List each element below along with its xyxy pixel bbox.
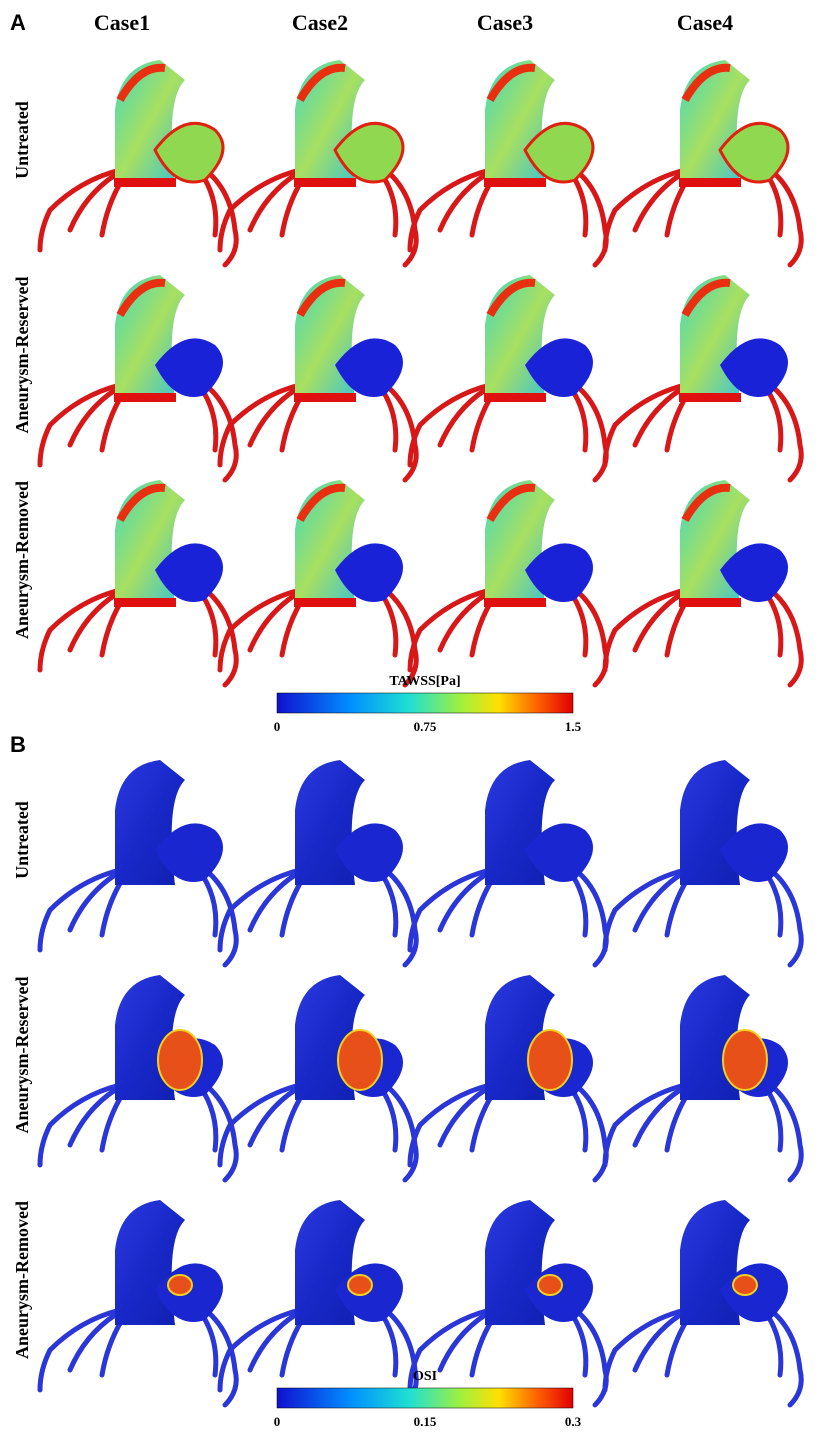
root-ring — [294, 178, 356, 187]
branch — [102, 1320, 122, 1375]
vessel-rendering — [220, 480, 416, 685]
osi-hotspot — [723, 1030, 767, 1090]
osi-hotspot — [158, 1030, 202, 1090]
root-ring — [114, 598, 176, 607]
vessel-rendering — [40, 760, 236, 965]
branch — [282, 1320, 302, 1375]
osi-hotspot — [348, 1275, 372, 1295]
osi-hotspot — [338, 1030, 382, 1090]
vessel-rendering — [220, 60, 416, 265]
vessel-rendering — [410, 60, 606, 265]
root-ring — [484, 393, 546, 402]
branch — [667, 1095, 687, 1150]
vessel-rendering — [605, 275, 801, 480]
vessel-rendering — [605, 480, 801, 685]
panel-label: B — [10, 732, 26, 757]
root-ring — [679, 178, 741, 187]
vessel-rendering — [40, 275, 236, 480]
branch — [472, 880, 492, 935]
root-ring — [294, 393, 356, 402]
colorbar — [277, 1388, 573, 1408]
vessel-rendering — [605, 60, 801, 265]
root-ring — [679, 393, 741, 402]
row-label: Aneurysm-Removed — [12, 481, 32, 639]
row-label: Aneurysm-Reserved — [12, 277, 32, 434]
branch — [102, 1095, 122, 1150]
vessel-rendering — [40, 975, 236, 1180]
branch — [102, 880, 122, 935]
branch — [667, 395, 687, 450]
colorbar-tick-label: 0.15 — [414, 1414, 437, 1429]
vessel-rendering — [605, 760, 801, 965]
vessel-rendering — [220, 760, 416, 965]
branch — [282, 600, 302, 655]
column-header: Case1 — [94, 10, 150, 35]
vessel-rendering — [605, 1200, 801, 1405]
vessel-rendering — [220, 275, 416, 480]
branch — [282, 395, 302, 450]
colorbar-tick-label: 0 — [274, 1414, 281, 1429]
branch — [667, 880, 687, 935]
branch — [472, 600, 492, 655]
colorbar — [277, 693, 573, 713]
root-ring — [679, 598, 741, 607]
row-label: Untreated — [12, 801, 32, 879]
branch — [667, 600, 687, 655]
panel-label: A — [10, 10, 26, 35]
column-header: Case4 — [677, 10, 733, 35]
branch — [102, 395, 122, 450]
figure: A B Case1 Case2 Case3 Case4 Untreated Ane… — [0, 0, 828, 1434]
colorbar-title: TAWSS[Pa] — [389, 674, 460, 689]
vessel-rendering — [605, 975, 801, 1180]
branch — [472, 1320, 492, 1375]
branch — [667, 1320, 687, 1375]
colorbar-tick-label: 0.3 — [565, 1414, 582, 1429]
colorbar-tick-label: 0.75 — [414, 719, 437, 734]
vessel-rendering — [410, 480, 606, 685]
colorbar-title: OSI — [413, 1369, 437, 1384]
vessel-rendering — [220, 975, 416, 1180]
vessel-rendering — [220, 1200, 416, 1405]
colorbar-tick-label: 0 — [274, 719, 281, 734]
osi-hotspot — [733, 1275, 757, 1295]
osi-hotspot — [528, 1030, 572, 1090]
root-ring — [294, 598, 356, 607]
colorbar-tick-label: 1.5 — [565, 719, 582, 734]
vessel-rendering — [40, 480, 236, 685]
root-ring — [484, 178, 546, 187]
vessel-rendering — [40, 1200, 236, 1405]
column-header: Case3 — [477, 10, 533, 35]
branch — [472, 395, 492, 450]
vessel-rendering — [410, 760, 606, 965]
root-ring — [484, 598, 546, 607]
branch — [282, 180, 302, 235]
branch — [102, 180, 122, 235]
branch — [667, 180, 687, 235]
branch — [102, 600, 122, 655]
row-label: Aneurysm-Reserved — [12, 977, 32, 1134]
root-ring — [114, 178, 176, 187]
vessel-rendering — [40, 60, 236, 265]
vessel-rendering — [410, 275, 606, 480]
branch — [472, 180, 492, 235]
row-label: Aneurysm-Removed — [12, 1201, 32, 1359]
vessel-rendering — [410, 975, 606, 1180]
branch — [472, 1095, 492, 1150]
column-header: Case2 — [292, 10, 348, 35]
osi-hotspot — [538, 1275, 562, 1295]
branch — [282, 880, 302, 935]
vessel-rendering — [410, 1200, 606, 1405]
root-ring — [114, 393, 176, 402]
osi-hotspot — [168, 1275, 192, 1295]
row-label: Untreated — [12, 101, 32, 179]
branch — [282, 1095, 302, 1150]
